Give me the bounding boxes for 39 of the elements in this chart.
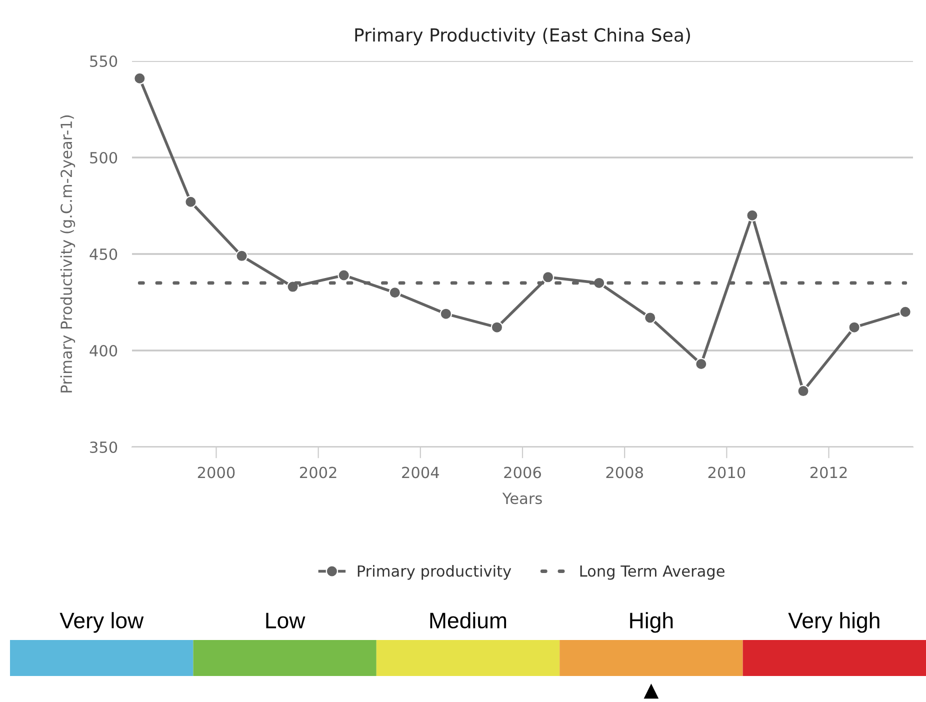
point [592,276,606,290]
y-axis-title: Primary Productivity (g.C.m-2year-1) [60,115,76,392]
category-label: Low [266,612,306,628]
point [899,306,912,318]
y-tick-label: 400 [90,344,118,357]
category-label: High [630,612,673,633]
x-tick-label: 2000 [198,466,235,478]
point [184,196,197,208]
y-tick-label: 450 [90,248,118,260]
x-tick-label: 2008 [606,466,643,478]
category-label: Medium [430,612,506,628]
y-tick-label: 550 [90,55,118,68]
y-tick-label: 500 [90,152,118,164]
point [338,269,350,282]
x-tick-label: 2006 [504,466,541,478]
point [746,209,758,222]
point [848,321,860,334]
point [134,72,146,84]
point [440,308,452,320]
chart-title: Primary Productivity (East China Sea) [355,28,690,46]
category-label: Very low [60,612,144,633]
x-tick-label: 2010 [708,466,746,478]
point [388,286,401,299]
legend-label: Primary productivity [358,564,512,580]
point [695,358,708,370]
point [236,250,248,262]
y-tick-label: 350 [90,441,118,454]
point [542,271,554,284]
point [286,280,299,293]
point [490,321,504,334]
x-tick-label: 2012 [810,466,847,478]
x-axis-title: Years [502,492,542,504]
x-tick-label: 2002 [300,466,336,478]
point [644,312,656,324]
text: ▲ [644,684,659,699]
legend-label: Long Term Average [580,565,724,580]
point [797,384,810,398]
category-label: Very high [788,612,880,633]
x-tick-label: 2004 [402,466,439,478]
